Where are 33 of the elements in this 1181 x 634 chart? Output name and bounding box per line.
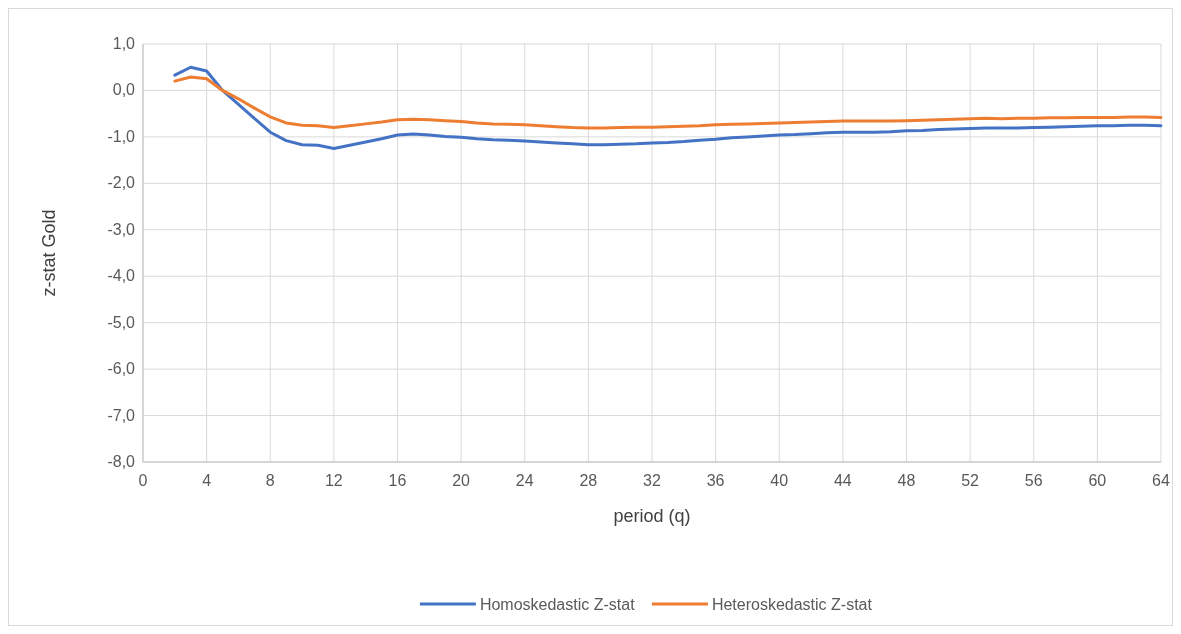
y-tick-label: -6,0 xyxy=(107,360,136,378)
x-tick-label: 64 xyxy=(1152,472,1170,489)
x-tick-label: 16 xyxy=(388,472,407,489)
y-tick-label: -3,0 xyxy=(107,220,136,238)
x-tick-label: 20 xyxy=(452,472,471,489)
x-tick-label: 48 xyxy=(897,472,916,489)
x-tick-label: 52 xyxy=(961,472,980,489)
x-tick-label: 24 xyxy=(515,472,534,489)
y-axis-title: z-stat Gold xyxy=(39,209,59,297)
y-tick-label: -5,0 xyxy=(107,313,136,331)
y-tick-label: -2,0 xyxy=(107,174,136,192)
x-tick-label: 28 xyxy=(579,472,598,489)
legend-label: Heteroskedastic Z-stat xyxy=(711,596,873,613)
x-tick-label: 56 xyxy=(1024,472,1043,489)
x-tick-label: 0 xyxy=(138,472,148,489)
x-tick-label: 60 xyxy=(1088,472,1107,489)
line-series xyxy=(173,65,1163,150)
x-tick-label: 12 xyxy=(324,472,343,489)
y-tick-label: 1,0 xyxy=(112,35,136,52)
y-tick-label: -8,0 xyxy=(107,453,136,470)
x-tick-label: 44 xyxy=(833,472,852,489)
x-tick-label: 8 xyxy=(265,472,275,489)
y-tick-label: 0,0 xyxy=(112,81,136,99)
x-tick-label: 36 xyxy=(706,472,725,489)
line-series xyxy=(173,75,1163,130)
x-tick-label: 32 xyxy=(643,472,661,489)
y-tick-label: -7,0 xyxy=(107,406,136,424)
y-tick-label: -4,0 xyxy=(107,267,136,285)
x-tick-label: 40 xyxy=(770,472,789,489)
x-tick-label: 4 xyxy=(202,472,212,489)
x-axis-title: period (q) xyxy=(613,506,691,526)
legend-label: Homoskedastic Z-stat xyxy=(479,596,636,613)
y-tick-label: -1,0 xyxy=(107,127,136,145)
